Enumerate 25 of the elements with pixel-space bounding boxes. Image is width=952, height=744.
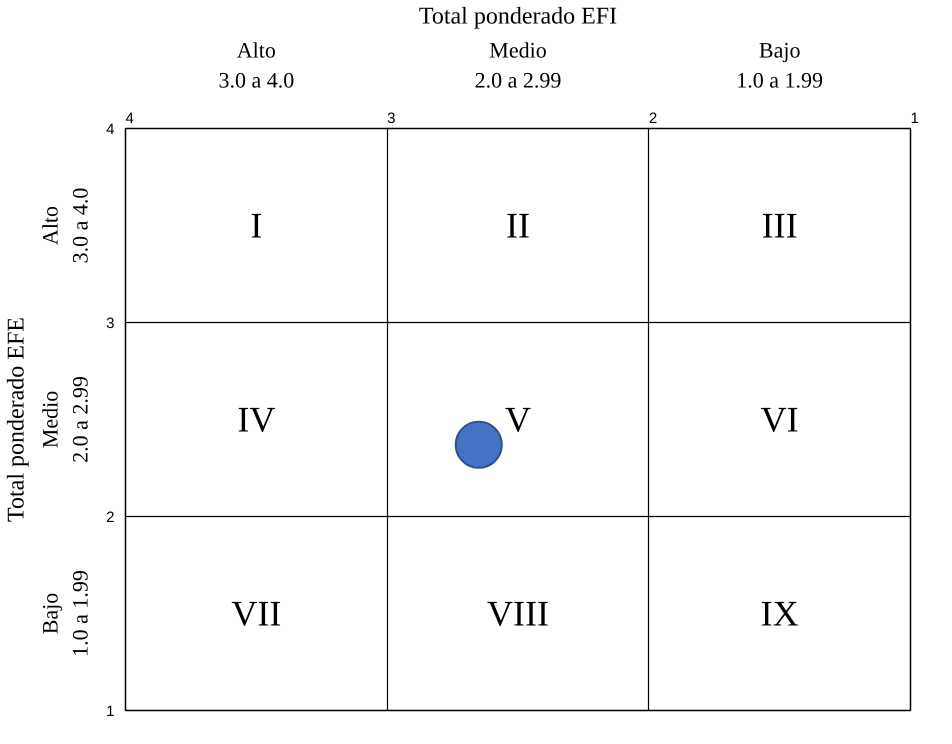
text: Bajo 1.0 a 1.99 <box>38 570 92 657</box>
annotation: IX <box>760 594 799 634</box>
text: Medio 2.0 a 2.99 <box>38 376 92 463</box>
y-tick-label: 3 <box>106 315 114 332</box>
y-tick-label: 4 <box>106 121 114 138</box>
x-tick-label: 1 <box>910 110 919 127</box>
annotation: VII <box>231 594 282 634</box>
text: Medio 2.0 a 2.99 <box>474 38 562 92</box>
x-axis-title: Total ponderado EFI <box>418 4 618 30</box>
annotation: IV <box>237 400 276 440</box>
annotation: V <box>505 400 531 440</box>
y-tick-label: 1 <box>106 703 114 720</box>
y-tick-label: 2 <box>106 509 114 526</box>
annotation: I <box>250 206 262 246</box>
text: Alto 3.0 a 4.0 <box>218 38 294 92</box>
text: Alto 3.0 a 4.0 <box>38 188 92 264</box>
text: Bajo 1.0 a 1.99 <box>736 38 824 92</box>
y-axis-title: Total ponderado EFE <box>4 317 30 522</box>
annotation: II <box>506 206 530 246</box>
annotation: VIII <box>487 594 549 634</box>
annotation: III <box>762 206 798 246</box>
x-tick-label: 2 <box>648 110 658 127</box>
annotation: VI <box>760 400 799 440</box>
x-tick-label: 4 <box>126 110 134 127</box>
x-tick-label: 3 <box>387 110 396 127</box>
